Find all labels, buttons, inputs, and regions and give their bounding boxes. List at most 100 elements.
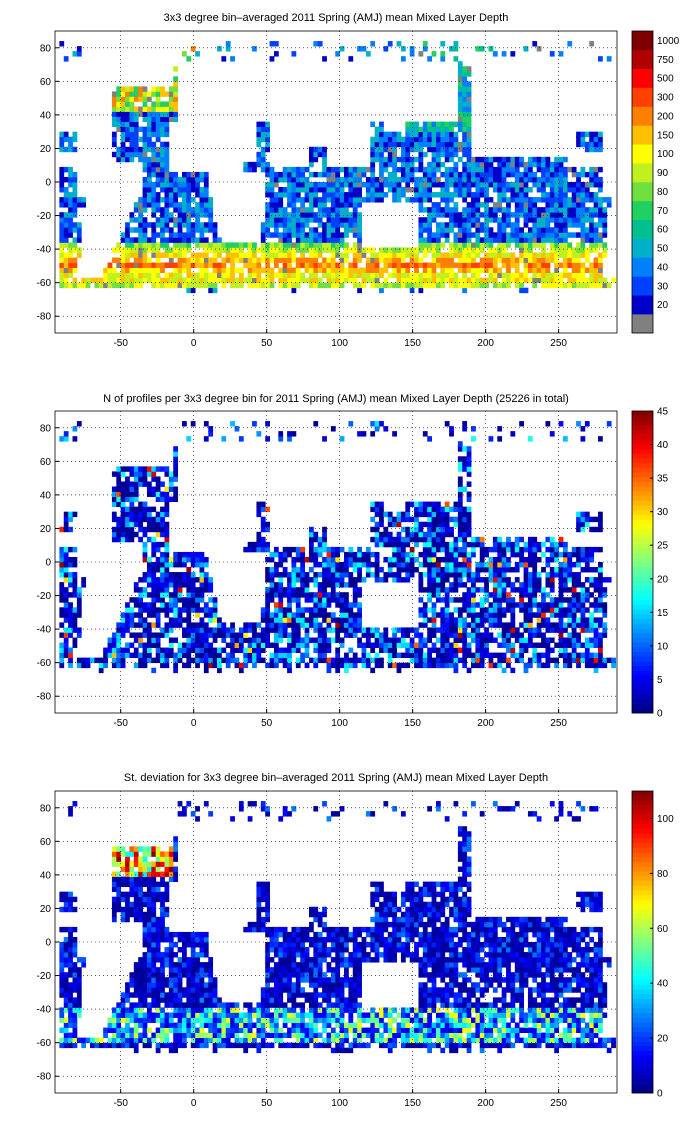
heatmap-cell xyxy=(330,197,336,203)
heatmap-cell xyxy=(265,567,270,573)
heatmap-cell xyxy=(304,607,310,613)
heatmap-cell xyxy=(523,556,529,563)
heatmap-cell xyxy=(260,282,266,289)
heatmap-cell xyxy=(379,662,384,669)
heatmap-cell xyxy=(76,602,82,608)
heatmap-cell xyxy=(414,282,419,289)
heatmap-cell xyxy=(506,657,511,664)
heatmap-cell xyxy=(125,282,130,289)
heatmap-cell xyxy=(405,252,411,258)
heatmap-cell xyxy=(383,637,389,643)
heatmap-cell xyxy=(107,272,113,279)
heatmap-cell xyxy=(370,171,376,178)
heatmap-cell xyxy=(598,587,603,593)
heatmap-cell xyxy=(317,252,323,258)
heatmap-cell xyxy=(330,232,336,238)
heatmap-cell xyxy=(431,202,437,208)
heatmap-cell xyxy=(414,247,419,253)
heatmap-cell xyxy=(243,627,249,633)
heatmap-cell xyxy=(449,131,454,138)
heatmap-cell xyxy=(72,267,78,273)
heatmap-cell xyxy=(63,272,69,279)
heatmap-cell xyxy=(155,197,161,203)
heatmap-cell xyxy=(479,662,485,669)
heatmap-cell xyxy=(374,272,380,279)
heatmap-cell xyxy=(304,617,310,623)
heatmap-cell xyxy=(536,182,542,188)
heatmap-cell xyxy=(282,657,288,664)
heatmap-cell xyxy=(72,262,78,268)
heatmap-cell xyxy=(278,652,284,659)
heatmap-cell xyxy=(418,597,424,603)
heatmap-cell xyxy=(598,141,603,148)
heatmap-cell xyxy=(317,541,323,548)
heatmap-cell xyxy=(422,637,428,643)
heatmap-cell xyxy=(339,187,345,193)
heatmap-cell xyxy=(514,587,520,593)
heatmap-cell xyxy=(383,277,389,284)
heatmap-cell xyxy=(295,642,301,648)
y-tick-label: -60 xyxy=(37,278,52,289)
heatmap-cell xyxy=(173,106,179,112)
heatmap-cell xyxy=(598,562,603,568)
heatmap-cell xyxy=(466,516,472,523)
heatmap-cell xyxy=(116,247,122,253)
heatmap-cell xyxy=(72,592,78,598)
heatmap-cell xyxy=(453,207,459,213)
heatmap-cell xyxy=(238,277,244,284)
heatmap-cell xyxy=(365,176,371,183)
heatmap-cell xyxy=(111,511,117,518)
heatmap-cell xyxy=(422,572,428,578)
heatmap-cell xyxy=(260,126,266,133)
heatmap-cell xyxy=(453,146,459,153)
heatmap-cell xyxy=(501,252,507,258)
heatmap-cell xyxy=(370,647,376,653)
heatmap-cell xyxy=(195,257,200,263)
heatmap-cell xyxy=(589,176,595,183)
heatmap-cell xyxy=(190,582,196,588)
heatmap-cell xyxy=(291,257,297,263)
heatmap-cell xyxy=(63,637,69,643)
heatmap-cell xyxy=(120,86,126,92)
heatmap-cell xyxy=(576,217,581,223)
heatmap-cell xyxy=(462,212,468,218)
heatmap-cell xyxy=(562,207,568,213)
heatmap-cell xyxy=(168,647,174,653)
heatmap-cell xyxy=(576,267,581,273)
heatmap-cell xyxy=(256,262,262,268)
heatmap-cell xyxy=(234,657,240,664)
heatmap-cell xyxy=(532,612,538,618)
heatmap-cell xyxy=(435,516,441,523)
x-tick-label: 0 xyxy=(191,338,197,349)
heatmap-cell xyxy=(444,146,450,153)
heatmap-cell xyxy=(484,567,489,573)
heatmap-cell xyxy=(247,647,253,653)
heatmap-cell xyxy=(567,551,573,558)
heatmap-cell xyxy=(59,141,65,148)
heatmap-cell xyxy=(396,272,402,279)
heatmap-cell xyxy=(431,151,437,158)
heatmap-cell xyxy=(208,202,214,208)
heatmap-cell xyxy=(510,212,516,218)
heatmap-cell xyxy=(164,562,170,568)
heatmap-cell xyxy=(453,282,459,289)
heatmap-cell xyxy=(492,607,498,613)
heatmap-cell xyxy=(68,577,73,583)
heatmap-cell xyxy=(444,131,450,138)
heatmap-cell xyxy=(199,277,205,284)
heatmap-cell xyxy=(120,612,126,618)
heatmap-cell xyxy=(76,247,82,253)
heatmap-cell xyxy=(313,546,319,553)
heatmap-cell xyxy=(571,207,577,213)
heatmap-cell xyxy=(116,121,122,128)
heatmap-cell xyxy=(593,262,599,268)
heatmap-cell xyxy=(234,252,240,258)
heatmap-cell xyxy=(571,262,577,268)
heatmap-cell xyxy=(584,587,590,593)
heatmap-cell xyxy=(383,247,389,253)
heatmap-cell xyxy=(400,176,406,183)
heatmap-cell xyxy=(558,202,564,208)
heatmap-cell xyxy=(68,662,73,669)
heatmap-cell xyxy=(138,222,143,228)
heatmap-cell xyxy=(330,252,336,258)
